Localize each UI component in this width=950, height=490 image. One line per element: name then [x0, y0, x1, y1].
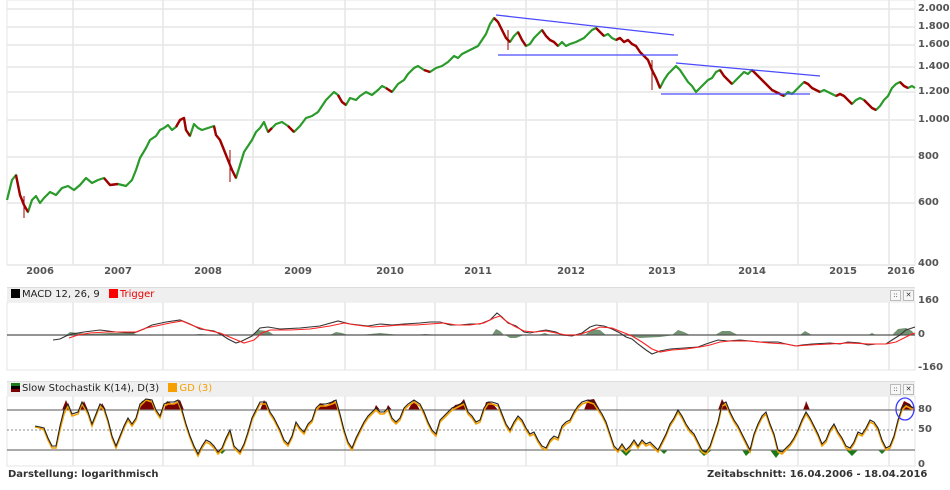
- price-plot: [5, 0, 916, 266]
- stoch-k-legend-label: Slow Stochastik K(14), D(3): [22, 383, 160, 394]
- period-label: Zeitabschnitt: 16.04.2006 - 18.04.2016: [707, 469, 928, 480]
- trigger-legend-label: Trigger: [119, 289, 155, 300]
- stoch-panel-header: Slow Stochastik K(14), D(3) GD (3) :: ✕: [7, 381, 915, 397]
- stoch-k-swatch: [11, 383, 20, 392]
- stoch-y-tick-label: 0: [918, 459, 925, 470]
- stoch-plot: 80 50 0: [0, 396, 950, 470]
- y-tick-label: 600: [918, 197, 939, 208]
- macd-swatch: [11, 289, 20, 298]
- trigger-swatch: [108, 289, 118, 298]
- trigger-line: [68, 315, 916, 353]
- macd-close-button[interactable]: ✕: [903, 290, 914, 301]
- y-tick-label: 1.400: [918, 61, 950, 72]
- x-tick-label: 2016: [887, 266, 915, 277]
- macd-y-tick-label: -160: [918, 362, 944, 373]
- macd-y-tick-label: 0: [918, 329, 925, 340]
- x-tick-label: 2010: [376, 266, 404, 277]
- x-tick-label: 2008: [194, 266, 222, 277]
- stoch-close-button[interactable]: ✕: [903, 384, 914, 395]
- macd-plot: 160 0 -160: [0, 295, 950, 374]
- macd-legend-label: MACD 12, 26, 9: [22, 289, 100, 300]
- y-tick-label: 2.000: [918, 3, 950, 14]
- x-tick-label: 2014: [738, 266, 766, 277]
- x-tick-label: 2007: [104, 266, 132, 277]
- macd-y-tick-label: 160: [918, 295, 939, 306]
- x-tick-label: 2013: [648, 266, 676, 277]
- stoch-y-tick-label: 50: [918, 424, 932, 435]
- y-tick-label: 1.800: [918, 21, 950, 32]
- macd-expand-button[interactable]: ::: [890, 290, 901, 301]
- stoch-y-tick-label: 80: [918, 404, 932, 415]
- main-price-chart: 2.000 1.800 1.600 1.400 1.200 1.000 800 …: [5, 0, 950, 277]
- highlight-circle: [895, 397, 915, 421]
- gd-line: [34, 399, 915, 458]
- x-tick-label: 2009: [284, 266, 312, 277]
- gd-legend-label: GD (3): [179, 383, 213, 394]
- y-tick-label: 400: [918, 258, 939, 269]
- y-tick-label: 1.600: [918, 39, 950, 50]
- y-tick-label: 800: [918, 151, 939, 162]
- x-tick-label: 2015: [829, 266, 857, 277]
- x-tick-label: 2006: [26, 266, 54, 277]
- stoch-expand-button[interactable]: ::: [890, 384, 901, 395]
- trendlines: [495, 14, 821, 95]
- stoch-legend: Slow Stochastik K(14), D(3) GD (3): [11, 383, 212, 394]
- macd-legend: MACD 12, 26, 9 Trigger: [11, 289, 154, 300]
- x-tick-label: 2011: [464, 266, 492, 277]
- stoch-k-line: [34, 398, 915, 456]
- y-tick-label: 1.000: [918, 114, 950, 125]
- gd-swatch: [168, 383, 178, 392]
- macd-panel-header: MACD 12, 26, 9 Trigger :: ✕: [7, 287, 915, 303]
- display-mode-label: Darstellung: logarithmisch: [8, 469, 159, 480]
- y-tick-label: 1.200: [918, 86, 950, 97]
- x-tick-label: 2012: [557, 266, 585, 277]
